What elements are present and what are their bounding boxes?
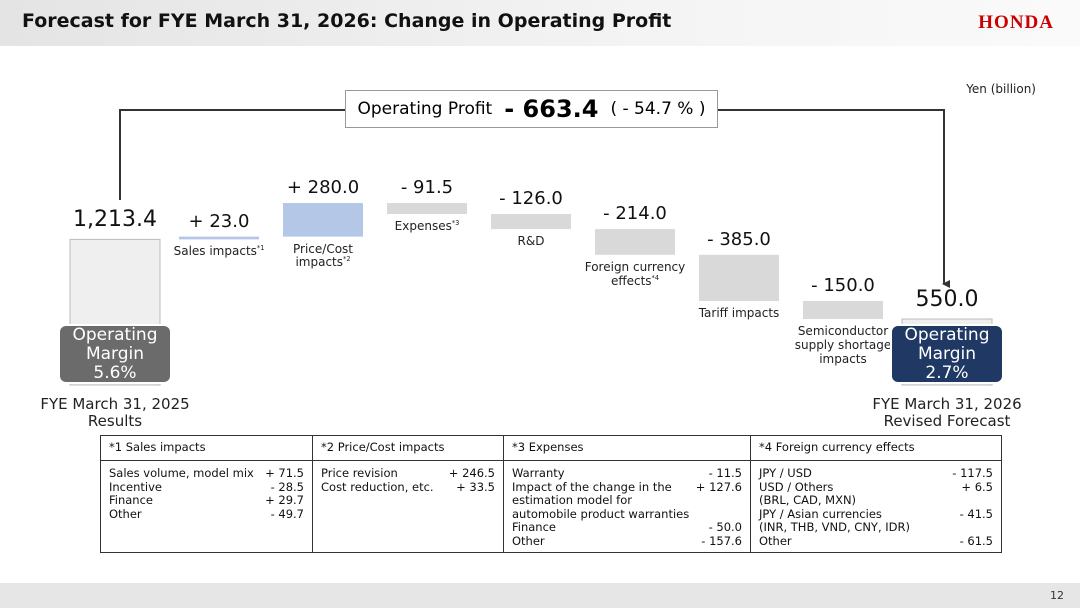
callout-change: - 663.4: [504, 95, 599, 123]
notes-row: Sales volume, model mix + 71.5: [109, 466, 304, 481]
notes-item: Other: [512, 533, 545, 548]
page-number: 12: [1050, 589, 1064, 602]
notes-item: Warranty: [512, 466, 565, 480]
category-label: Sales impacts*1: [173, 244, 265, 259]
callout-percent: ( - 54.7 % ): [610, 99, 706, 119]
value-label: - 150.0: [811, 275, 875, 296]
notes-row: USD / Others (BRL, CAD, MXN) + 6.5: [759, 479, 993, 508]
notes-row: Other - 49.7: [109, 506, 304, 522]
margin-box: Operating Margin 5.6%: [60, 325, 170, 382]
bar: [491, 214, 571, 230]
notes-value: + 71.5: [265, 466, 304, 480]
notes-value: + 33.5: [456, 479, 495, 494]
bar: [699, 254, 779, 302]
notes-value: - 28.5: [270, 479, 304, 494]
margin-box: Operating Margin 2.7%: [892, 325, 1002, 382]
connector-arrow: [718, 109, 950, 288]
value-label: 550.0: [915, 287, 979, 312]
notes-row: Finance + 29.7: [109, 493, 304, 508]
notes-value: - 117.5: [952, 466, 993, 480]
notes-cell: Price revision + 246.5 Cost reduction, etc…: [312, 460, 504, 553]
notes-row: Incentive - 28.5: [109, 479, 304, 495]
notes-cell: JPY / USD - 117.5 USD / Others (BRL, CAD, …: [750, 460, 1002, 553]
value-label: 1,213.4: [73, 207, 157, 233]
notes-item: JPY / USD: [759, 466, 812, 480]
category-label: Foreign currency effects*4: [584, 259, 686, 288]
category-label: R&D: [517, 234, 545, 249]
category-label: Semiconductor supply shortage impacts: [794, 324, 892, 366]
notes-value: - 11.5: [708, 466, 742, 480]
bar: [387, 203, 467, 215]
notes-row: Other - 61.5: [759, 533, 993, 549]
bar: [283, 203, 363, 237]
notes-row: Finance - 50.0: [512, 520, 742, 535]
notes-value: - 157.6: [701, 533, 742, 548]
value-label: + 23.0: [188, 210, 250, 232]
category-label: FYE March 31, 2025 Results: [40, 395, 190, 431]
notes-value: + 246.5: [448, 466, 495, 480]
notes-row: Price revision + 246.5: [321, 466, 495, 481]
notes-header-row: *1 Sales impacts *2 Price/Cost impacts *3 …: [100, 435, 1002, 461]
value-label: - 126.0: [499, 188, 563, 209]
notes-title: *4 Foreign currency effects: [750, 435, 1002, 461]
notes-row: Other - 157.6: [512, 533, 742, 549]
notes-body-row: Sales volume, model mix + 71.5 Incentive - …: [100, 460, 1002, 553]
category-label: Expenses*3: [394, 219, 460, 233]
notes-value: - 41.5: [959, 506, 993, 521]
bar: [803, 301, 883, 320]
notes-item: Impact of the change in the estimation m…: [512, 479, 690, 521]
bar: [595, 229, 675, 255]
notes-item: Sales volume, model mix: [109, 466, 254, 480]
notes-value: - 50.0: [708, 520, 742, 534]
callout: Operating Profit - 663.4 ( - 54.7 % ): [345, 90, 718, 128]
notes-row: JPY / USD - 117.5: [759, 466, 993, 481]
notes-item: JPY / Asian currencies (INR, THB, VND, C…: [759, 506, 910, 534]
notes-value: - 49.7: [270, 506, 304, 521]
notes-row: JPY / Asian currencies (INR, THB, VND, C…: [759, 506, 993, 535]
footer-band: [0, 583, 1080, 608]
notes-item: Finance: [512, 520, 556, 534]
notes-item: USD / Others (BRL, CAD, MXN): [759, 479, 857, 507]
notes-item: Incentive: [109, 479, 162, 494]
notes-title: *2 Price/Cost impacts: [312, 435, 504, 461]
header-band: [0, 0, 1080, 46]
notes-item: Price revision: [321, 466, 398, 480]
notes-row: Cost reduction, etc. + 33.5: [321, 479, 495, 495]
connector: [119, 109, 345, 200]
value-label: + 280.0: [286, 177, 360, 199]
notes-table: *1 Sales impacts *2 Price/Cost impacts *3 …: [100, 435, 1002, 553]
callout-label: Operating Profit: [357, 99, 493, 119]
notes-cell: Warranty - 11.5 Impact of the change in th…: [503, 460, 751, 553]
notes-row: Impact of the change in the estimation m…: [512, 479, 742, 522]
notes-item: Other: [759, 533, 792, 548]
notes-value: - 61.5: [959, 533, 993, 548]
notes-title: *1 Sales impacts: [100, 435, 313, 461]
category-label: Price/Cost impacts*2: [293, 241, 353, 270]
notes-cell: Sales volume, model mix + 71.5 Incentive - …: [100, 460, 313, 553]
notes-item: Other: [109, 506, 142, 521]
notes-value: + 127.6: [695, 479, 742, 494]
notes-title: *3 Expenses: [503, 435, 751, 461]
notes-value: + 29.7: [265, 493, 304, 507]
logo: HONDA: [978, 12, 1054, 33]
notes-row: Warranty - 11.5: [512, 466, 742, 481]
slide-title: Forecast for FYE March 31, 2026: Change …: [22, 10, 672, 32]
value-label: - 214.0: [603, 203, 667, 225]
value-label: - 91.5: [400, 177, 454, 199]
bar: [179, 236, 259, 240]
notes-item: Finance: [109, 493, 153, 507]
notes-item: Cost reduction, etc.: [321, 479, 434, 494]
unit-label: Yen (billion): [966, 82, 1036, 96]
category-label: FYE March 31, 2026 Revised Forecast: [872, 395, 1022, 431]
notes-value: + 6.5: [961, 479, 993, 494]
value-label: - 385.0: [707, 228, 771, 250]
category-label: Tariff impacts: [698, 306, 780, 320]
